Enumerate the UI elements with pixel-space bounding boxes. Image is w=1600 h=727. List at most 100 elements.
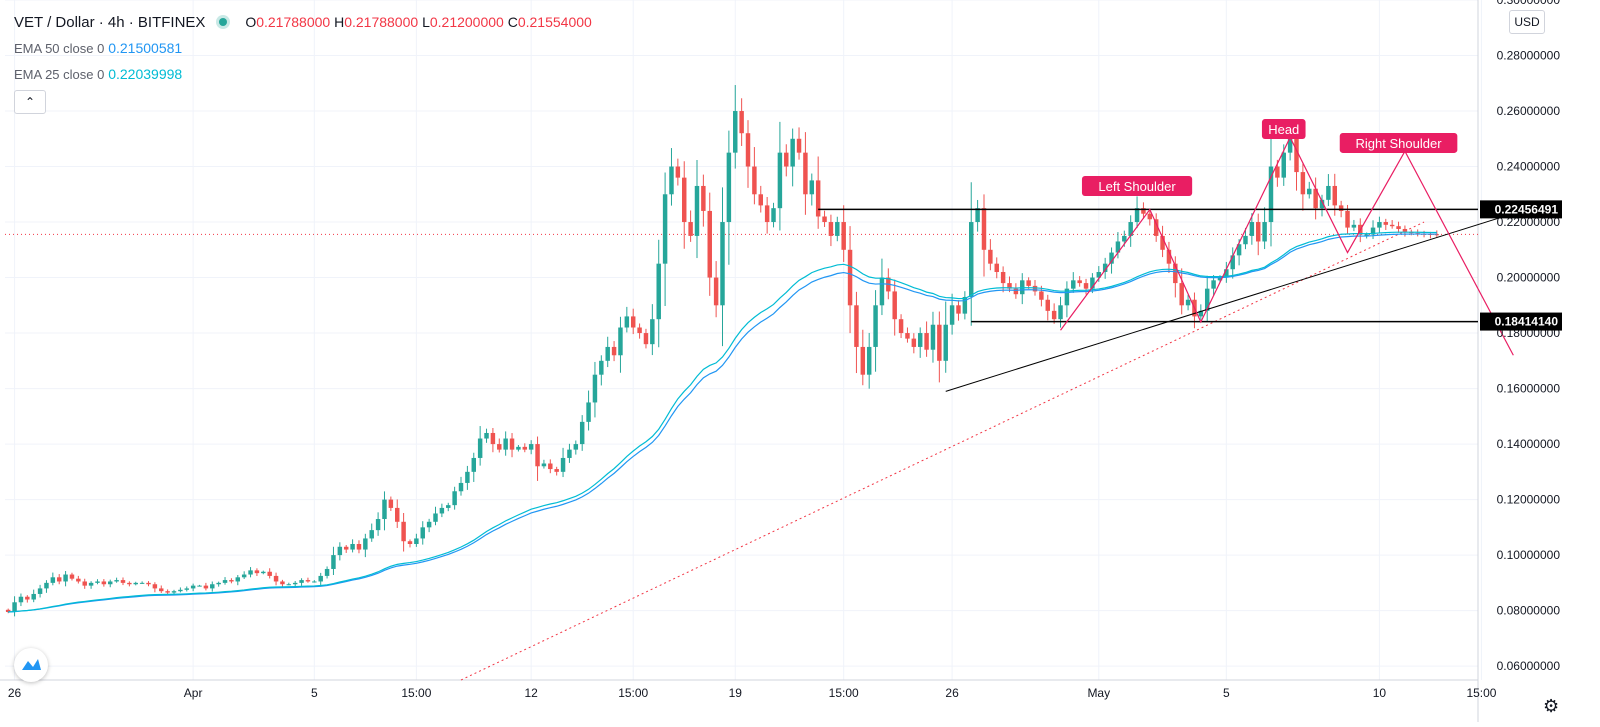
candle-body bbox=[1396, 226, 1401, 229]
price-tick-label: 0.30000000 bbox=[1497, 0, 1561, 7]
candle-body bbox=[835, 222, 840, 236]
ema25-row[interactable]: EMA 25 close 0 0.22039998 bbox=[14, 64, 592, 90]
candle-body bbox=[509, 438, 515, 450]
candle-body bbox=[790, 138, 795, 167]
ohlc-high-value: 0.21788000 bbox=[344, 14, 419, 30]
candle-body bbox=[69, 574, 75, 579]
time-tick-label: 15:00 bbox=[401, 686, 431, 700]
candle-body bbox=[203, 585, 209, 589]
candle-body bbox=[1198, 310, 1204, 317]
currency-button[interactable]: USD bbox=[1509, 10, 1545, 34]
candle-body bbox=[292, 582, 298, 585]
price-tick-label: 0.22000000 bbox=[1497, 215, 1561, 229]
tradingview-logo-icon[interactable] bbox=[14, 648, 48, 682]
candle-body bbox=[1102, 263, 1108, 272]
candle-body bbox=[1351, 224, 1357, 228]
candle-body bbox=[1013, 288, 1019, 295]
candle-body bbox=[458, 482, 464, 492]
legend-collapse-button[interactable]: ⌃ bbox=[14, 90, 46, 114]
candle-body bbox=[937, 324, 942, 361]
candle-body bbox=[76, 578, 81, 582]
candle-body bbox=[592, 374, 598, 403]
candle-body bbox=[898, 319, 904, 334]
symbol-title[interactable]: VET / Dollar · 4h · BITFINEX bbox=[14, 14, 206, 31]
candle-body bbox=[528, 444, 534, 450]
ema25-label: EMA 25 close 0 bbox=[14, 67, 105, 82]
candle-body bbox=[981, 208, 987, 250]
candle-body bbox=[254, 570, 260, 574]
price-tick-label: 0.26000000 bbox=[1497, 104, 1561, 118]
candle-body bbox=[579, 421, 585, 445]
candle-body bbox=[956, 305, 961, 314]
candle-body bbox=[924, 333, 929, 350]
candle-body bbox=[637, 327, 642, 334]
candle-body bbox=[503, 438, 508, 450]
candle-body bbox=[879, 277, 885, 306]
chart-legend: VET / Dollar · 4h · BITFINEX O0.21788000… bbox=[14, 12, 592, 90]
candle-body bbox=[497, 444, 502, 450]
candle-body bbox=[407, 541, 413, 544]
candle-body bbox=[1287, 138, 1293, 153]
annotation-label: Left Shoulder bbox=[1081, 175, 1193, 196]
candle-body bbox=[682, 177, 687, 223]
annotation-text: Right Shoulder bbox=[1356, 136, 1443, 151]
candle-body bbox=[815, 180, 821, 217]
candle-body bbox=[822, 216, 827, 223]
candle-body bbox=[1256, 222, 1261, 242]
candle-body bbox=[414, 538, 419, 544]
time-tick-label: 5 bbox=[1223, 686, 1230, 700]
candle-body bbox=[101, 581, 107, 585]
time-tick-label: 15:00 bbox=[829, 686, 859, 700]
candle-body bbox=[241, 574, 247, 578]
ohlc-open-value: 0.21788000 bbox=[256, 14, 331, 30]
time-tick-label: 15:00 bbox=[1466, 686, 1496, 700]
candle-body bbox=[1007, 283, 1012, 289]
candle-body bbox=[611, 346, 617, 356]
candle-body bbox=[873, 305, 878, 347]
candle-body bbox=[433, 513, 438, 522]
ohlc-close-value: 0.21554000 bbox=[517, 14, 592, 30]
candle-body bbox=[1434, 234, 1440, 236]
time-tick-label: 5 bbox=[311, 686, 318, 700]
price-tick-label: 0.10000000 bbox=[1497, 548, 1561, 562]
candle-body bbox=[860, 346, 866, 375]
candle-body bbox=[44, 582, 49, 589]
annotation-box bbox=[1339, 132, 1458, 153]
time-tick-label: Apr bbox=[184, 686, 203, 700]
ema50-line bbox=[8, 233, 1437, 613]
candle-body bbox=[1058, 305, 1063, 320]
candle-body bbox=[1217, 277, 1223, 281]
chevron-up-icon: ⌃ bbox=[24, 95, 36, 109]
price-level-badge-text: 0.18414140 bbox=[1495, 315, 1559, 329]
time-tick-label: 26 bbox=[945, 686, 959, 700]
ema25-value: 0.22039998 bbox=[108, 66, 183, 82]
annotation-box bbox=[1261, 119, 1306, 140]
time-tick-label: 15:00 bbox=[618, 686, 648, 700]
gear-icon[interactable]: ⚙ bbox=[1543, 696, 1560, 716]
candle-body bbox=[605, 346, 610, 361]
candle-body bbox=[331, 555, 336, 569]
candle-body bbox=[560, 457, 566, 472]
candle-body bbox=[777, 152, 783, 209]
ohlc-low-value: 0.21200000 bbox=[429, 14, 504, 30]
candle-body bbox=[1000, 272, 1006, 284]
candle-body bbox=[37, 588, 43, 594]
candle-body bbox=[541, 463, 547, 467]
candle-body bbox=[828, 222, 834, 236]
candle-body bbox=[1383, 222, 1389, 225]
candle-body bbox=[350, 544, 355, 550]
ema50-row[interactable]: EMA 50 close 0 0.21500581 bbox=[14, 38, 592, 64]
candle-body bbox=[452, 491, 457, 506]
candle-body bbox=[1109, 252, 1114, 264]
candle-body bbox=[248, 570, 253, 575]
candle-body bbox=[1179, 283, 1184, 306]
candle-body bbox=[1249, 222, 1255, 236]
candle-body bbox=[1364, 234, 1369, 236]
price-axis-labels: 0.30000000 0.28000000 0.26000000 0.24000000… bbox=[1497, 0, 1561, 673]
candle-body bbox=[535, 444, 540, 467]
candle-body bbox=[962, 296, 968, 314]
candle-body bbox=[764, 205, 770, 223]
candle-body bbox=[720, 222, 725, 306]
